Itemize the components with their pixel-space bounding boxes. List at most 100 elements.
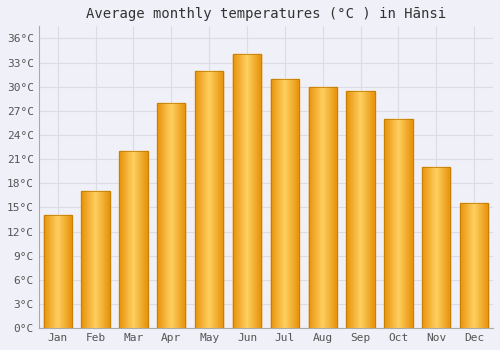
Bar [315, 87, 316, 328]
Bar [431, 167, 432, 328]
Bar [105, 191, 106, 328]
Bar [275, 79, 276, 328]
Bar [45, 216, 46, 328]
Bar [136, 151, 137, 328]
Bar [361, 91, 362, 328]
Bar [326, 87, 328, 328]
Bar [165, 103, 166, 328]
Bar [271, 79, 272, 328]
Bar [248, 55, 250, 328]
Bar [98, 191, 99, 328]
Bar [336, 87, 337, 328]
Bar [215, 71, 216, 328]
Bar [126, 151, 127, 328]
Bar [429, 167, 430, 328]
Bar [435, 167, 436, 328]
Bar [124, 151, 125, 328]
Bar [241, 55, 242, 328]
Bar [329, 87, 330, 328]
Bar [95, 191, 96, 328]
Bar [410, 119, 411, 328]
Bar [384, 119, 385, 328]
Bar [251, 55, 252, 328]
Bar [252, 55, 253, 328]
Bar [288, 79, 289, 328]
Bar [168, 103, 169, 328]
Bar [433, 167, 434, 328]
Bar [258, 55, 259, 328]
Bar [83, 191, 84, 328]
Bar [211, 71, 212, 328]
Bar [363, 91, 364, 328]
Bar [406, 119, 407, 328]
Bar [56, 216, 57, 328]
Bar [103, 191, 104, 328]
Bar [469, 203, 470, 328]
Bar [50, 216, 51, 328]
Bar [353, 91, 354, 328]
Bar [422, 167, 423, 328]
Bar [247, 55, 248, 328]
Bar [94, 191, 95, 328]
Bar [479, 203, 480, 328]
Bar [132, 151, 133, 328]
Bar [91, 191, 92, 328]
Bar [59, 216, 60, 328]
Bar [391, 119, 392, 328]
Bar [174, 103, 176, 328]
Bar [330, 87, 331, 328]
Bar [134, 151, 135, 328]
Bar [349, 91, 350, 328]
Bar [253, 55, 254, 328]
Bar [204, 71, 205, 328]
Bar [427, 167, 428, 328]
Bar [62, 216, 63, 328]
Bar [164, 103, 165, 328]
Bar [53, 216, 54, 328]
Bar [487, 203, 488, 328]
Bar [297, 79, 298, 328]
Bar [444, 167, 445, 328]
Bar [365, 91, 366, 328]
Bar [332, 87, 333, 328]
Bar [484, 203, 485, 328]
Bar [405, 119, 406, 328]
Bar [477, 203, 478, 328]
Bar [129, 151, 130, 328]
Bar [286, 79, 287, 328]
Bar [84, 191, 85, 328]
Bar [273, 79, 274, 328]
Bar [198, 71, 199, 328]
Bar [130, 151, 131, 328]
Bar [216, 71, 217, 328]
Bar [384, 119, 412, 328]
Bar [388, 119, 389, 328]
Bar [272, 79, 273, 328]
Bar [246, 55, 247, 328]
Bar [172, 103, 173, 328]
Bar [212, 71, 213, 328]
Bar [123, 151, 124, 328]
Bar [295, 79, 296, 328]
Bar [436, 167, 437, 328]
Bar [68, 216, 69, 328]
Bar [284, 79, 285, 328]
Bar [289, 79, 290, 328]
Bar [219, 71, 220, 328]
Bar [321, 87, 322, 328]
Bar [120, 151, 121, 328]
Bar [119, 151, 148, 328]
Bar [207, 71, 208, 328]
Bar [463, 203, 464, 328]
Bar [218, 71, 219, 328]
Bar [486, 203, 487, 328]
Bar [210, 71, 211, 328]
Title: Average monthly temperatures (°C ) in Hānsi: Average monthly temperatures (°C ) in Hā… [86, 7, 446, 21]
Bar [278, 79, 279, 328]
Bar [350, 91, 351, 328]
Bar [389, 119, 390, 328]
Bar [87, 191, 88, 328]
Bar [254, 55, 255, 328]
Bar [407, 119, 408, 328]
Bar [206, 71, 207, 328]
